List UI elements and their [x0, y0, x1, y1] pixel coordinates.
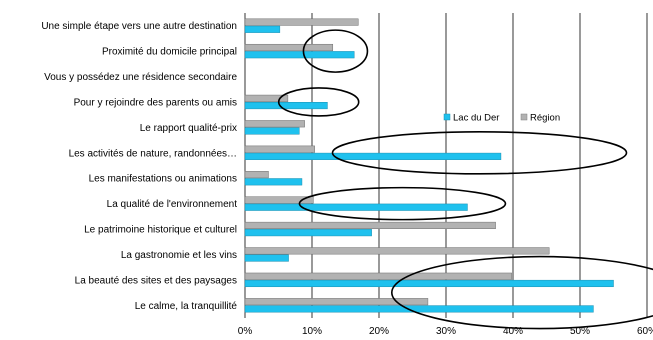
bar-region	[244, 43, 334, 52]
bar-region	[244, 18, 359, 26]
bar-region	[244, 120, 305, 128]
highlight-ellipse	[277, 87, 360, 117]
bar-lac-du-der	[244, 152, 502, 160]
category-label: La gastronomie et les vins	[121, 250, 237, 261]
x-tick-label: 10%	[302, 326, 322, 337]
category-label: Vous y possédez une résidence secondaire	[44, 72, 237, 83]
bar-region	[244, 298, 429, 306]
highlight-ellipse	[331, 130, 628, 175]
category-label: Pour y rejoindre des parents ou amis	[74, 97, 237, 108]
category-labels: Une simple étape vers une autre destinat…	[41, 21, 237, 312]
bar-lac-du-der	[244, 51, 355, 59]
bars	[244, 18, 614, 313]
highlight-ellipse	[298, 186, 507, 221]
bar-lac-du-der	[244, 203, 468, 211]
highlight-ellipses	[277, 29, 653, 330]
bar-lac-du-der	[244, 229, 372, 237]
legend: Lac du Der Région	[443, 113, 560, 124]
bar-region	[244, 272, 512, 280]
highlight-ellipse	[302, 29, 369, 73]
bar-region	[244, 171, 269, 179]
x-tick-label: 60%	[637, 326, 653, 337]
category-label: Le patrimoine historique et culturel	[84, 225, 237, 236]
category-label: Les manifestations ou animations	[89, 174, 237, 185]
legend-label-lac-du-der: Lac du Der	[453, 113, 499, 124]
legend-swatch-lac-du-der	[443, 113, 451, 121]
legend-label-region: Région	[530, 113, 560, 124]
x-tick-label: 50%	[570, 326, 590, 337]
x-tick-label: 40%	[503, 326, 523, 337]
legend-swatch-region	[520, 113, 528, 121]
bar-lac-du-der	[244, 25, 281, 33]
bar-region	[244, 94, 289, 102]
category-label: Une simple étape vers une autre destinat…	[41, 21, 237, 32]
bar-region	[244, 196, 314, 204]
bar-lac-du-der	[244, 102, 328, 110]
bar-lac-du-der	[244, 178, 303, 186]
bar-lac-du-der	[244, 127, 300, 135]
bar-region	[244, 247, 550, 255]
category-label: La qualité de l'environnement	[107, 199, 238, 210]
category-label: Proximité du domicile principal	[102, 47, 237, 58]
x-tick-label: 20%	[369, 326, 389, 337]
bar-lac-du-der	[244, 279, 614, 288]
bar-region	[244, 145, 315, 153]
category-label: Les activités de nature, randonnées…	[69, 148, 237, 159]
highlight-ellipse	[391, 255, 653, 330]
bar-region	[244, 221, 496, 229]
bar-lac-du-der	[244, 254, 289, 262]
bar-lac-du-der	[244, 305, 594, 313]
category-label: La beauté des sites et des paysages	[75, 275, 237, 286]
x-tick-label: 30%	[436, 326, 456, 337]
category-label: Le calme, la tranquillité	[135, 301, 238, 312]
category-label: Le rapport qualité-prix	[140, 123, 237, 134]
x-tick-label: 0%	[238, 326, 253, 337]
x-tick-labels: 0% 10% 20% 30% 40% 50% 60%	[238, 326, 653, 337]
gridlines	[244, 13, 648, 318]
